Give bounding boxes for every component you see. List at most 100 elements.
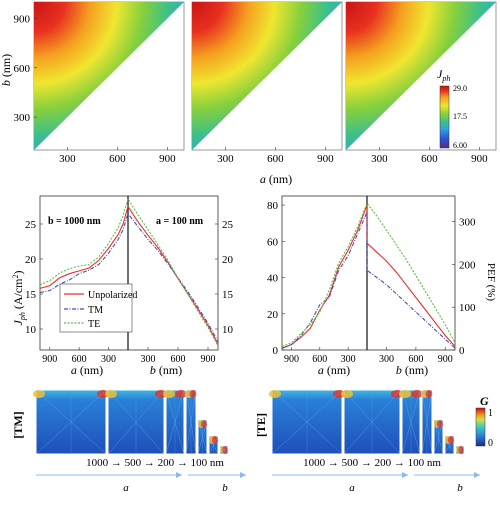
jph-annotation-left: b = 1000 nm [48,216,101,227]
field-te-b1 [433,419,444,455]
field-map-row [33,389,465,455]
field-te-b2 [444,435,455,455]
field-tm-b1 [197,419,208,455]
heatmap-xtick-label: 300 [59,153,76,165]
field-hotspot [269,390,281,398]
jph-annotation-right: a = 100 nm [156,216,204,227]
jph-ylabel: Jph (A/cm2) [11,271,27,326]
jph-xlabel-left: a (nm) [71,363,103,377]
pef-y2-label: PEF (%) [485,263,497,302]
g-colorbar: G 1 0 [475,394,493,449]
g-colorbar-gradient [475,407,486,447]
xtick-right-label: 300 [141,354,156,365]
heatmap-triangle [346,2,496,150]
series-te [39,197,219,347]
field-tm-200 [163,389,187,455]
heatmap-xlabel: a (nm) [260,172,292,186]
axis-b-tm: b [222,482,228,494]
y2tick-label: 15 [222,289,234,301]
legend-label-te: TE [88,319,100,330]
field-hotspot [33,390,45,398]
pef-line-chart: 0 20 40 60 80 0 100 200 300 900 600 300 300 600 900 [267,195,476,365]
field-te-1000 [269,389,345,455]
field-te-200 [399,389,423,455]
sequence-caption-tm: 1000 → 500 → 200 → 100 nm [86,457,224,469]
pef-xlabel-right: b (nm) [396,363,428,377]
legend-label-tm: TM [88,305,103,316]
y2tick-label: 25 [222,219,234,231]
y2tick-label: 0 [459,345,465,357]
heatmap-ytick-label: 300 [14,112,31,124]
heatmap-xtick-label: 900 [317,153,334,165]
field-hotspot [425,390,433,398]
ytick-label: 15 [25,289,37,301]
colorbar-gradient [439,85,450,149]
y2tick-label: 300 [459,217,476,229]
heatmap-ytick-label: 600 [14,63,31,75]
heatmap-panel-2: 300 600 900 [191,1,343,165]
field-tm-100 [185,389,197,455]
colorbar-tick-mid: 17.5 [453,112,467,121]
xtick-left-label: 600 [312,354,327,365]
colorbar-label: Jph [437,67,450,83]
series-te [281,202,456,347]
legend-box [59,283,133,333]
ytick-label: 20 [267,309,279,321]
field-tm-b3 [219,445,229,455]
legend-label-unpolarized: Unpolarized [88,290,137,301]
heatmap-row: 300 600 900 300 600 900 300 600 900 300 600 900 [14,1,497,165]
axis-b-te: b [457,482,463,494]
field-tm-b2 [208,435,219,455]
field-hotspot [163,390,175,398]
heatmap-xtick-label: 600 [267,153,284,165]
series-tm [281,212,456,349]
field-hotspot [175,390,187,398]
xtick-right-label: 600 [171,354,186,365]
colorbar-tick-max: 29.0 [453,84,467,93]
plot-frame [39,195,219,351]
field-hotspot [212,436,218,444]
heatmap-triangle [192,2,342,150]
heatmap-xtick-label: 900 [471,153,488,165]
y2tick-label: 100 [459,302,476,314]
g-colorbar-tick-min: 0 [488,438,493,449]
ytick-label: 25 [25,219,37,231]
series-tm [39,212,219,342]
field-hotspot [105,390,117,398]
jph-line-chart: 10 15 20 25 10 15 20 25 900 600 300 300 600 900 [25,195,234,365]
field-te-100 [421,389,433,455]
xtick-left-label: 900 [284,354,299,365]
ytick-label: 10 [25,324,37,336]
xtick-right-label: 900 [438,354,453,365]
sequence-caption-te: 1000 → 500 → 200 → 100 nm [303,457,441,469]
field-hotspot [399,390,411,398]
field-label-te: [TE] [254,413,268,437]
g-colorbar-label: G [480,394,489,408]
heatmap-xtick-label: 600 [109,153,126,165]
heatmap-ylabel: b(nm) [0,54,13,86]
heatmap-panel-1: 300 600 900 300 600 900 [14,1,185,165]
colorbar-tick-min: 6.00 [453,141,467,150]
field-tm-500 [105,389,167,455]
pef-xlabel-left: a (nm) [318,363,350,377]
field-hotspot [448,436,454,444]
xtick-left-label: 600 [72,354,87,365]
jph-legend: Unpolarized TM TE [59,283,137,333]
heatmap-xtick-label: 600 [421,153,438,165]
xtick-left-label: 900 [42,354,57,365]
jph-xlabel-right: b (nm) [150,363,182,377]
field-label-tm: [TM] [11,411,25,438]
ytick-label: 40 [267,273,279,285]
ytick-label: 60 [267,236,279,248]
plot-frame [281,195,456,351]
heatmap-xtick-label: 300 [217,153,234,165]
heatmap-xtick-label: 900 [159,153,176,165]
ytick-label: 20 [25,254,37,266]
field-hotspot [189,390,197,398]
y2tick-label: 20 [222,254,234,266]
ytick-label: 80 [267,200,279,212]
y2tick-label: 10 [222,324,234,336]
field-hotspot [411,390,423,398]
ytick-label: 0 [273,345,279,357]
